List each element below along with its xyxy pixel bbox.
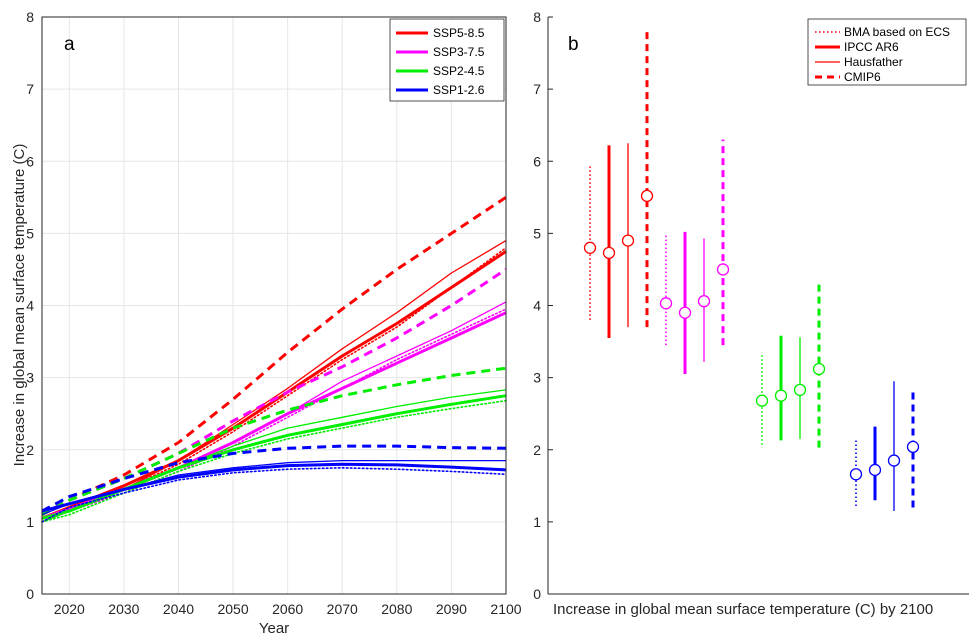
x-tick-label: 2100 bbox=[490, 601, 521, 617]
series-line-ssp1-2-6-cmip6 bbox=[41, 444, 507, 513]
panel-a-tick-labels: 2020 2030 2040 2050 2060 2070 2080 2090 2100 0 1 2 3… bbox=[26, 9, 522, 617]
series-line-ssp2-4-5-bma-based-on-ecs bbox=[41, 399, 507, 523]
legend-label: BMA based on ECS bbox=[844, 25, 950, 39]
legend-label: SSP1-2.6 bbox=[433, 83, 485, 97]
median-marker bbox=[640, 189, 654, 203]
median-marker bbox=[812, 362, 826, 376]
y-tick-label: 8 bbox=[533, 9, 541, 25]
x-tick-label: 2070 bbox=[327, 601, 358, 617]
panel-b-tick-labels: 0 1 2 3 4 5 6 7 8 bbox=[533, 9, 541, 602]
y-tick-label: 0 bbox=[26, 586, 34, 602]
series-line-ssp5-8-5-cmip6 bbox=[41, 196, 507, 517]
panel-a: 2020 2030 2040 2050 2060 2070 2080 2090 2100 0 1 2 3… bbox=[11, 9, 522, 635]
x-tick-label: 2050 bbox=[217, 601, 248, 617]
panel-a-y-axis-label: Increase in global mean surface temperat… bbox=[11, 144, 28, 467]
y-tick-label: 2 bbox=[533, 442, 541, 458]
panel-a-label: a bbox=[64, 34, 75, 55]
median-marker bbox=[868, 463, 882, 477]
y-tick-label: 3 bbox=[26, 370, 34, 386]
y-tick-label: 5 bbox=[26, 225, 34, 241]
series-line-ssp3-7-5-bma-based-on-ecs bbox=[41, 308, 507, 523]
panel-a-legend: SSP5-8.5 SSP3-7.5 SSP2-4.5 SSP1-2.6 bbox=[389, 18, 505, 102]
panel-b-legend-box bbox=[807, 18, 967, 86]
median-marker bbox=[697, 295, 711, 308]
median-marker bbox=[678, 306, 692, 319]
panel-a-x-axis-label: Year bbox=[259, 620, 289, 635]
x-tick-label: 2020 bbox=[54, 601, 85, 617]
panel-b: 0 1 2 3 4 5 6 7 8 b Increase in global mean surf… bbox=[533, 9, 969, 618]
median-marker bbox=[774, 389, 788, 402]
legend-label: SSP2-4.5 bbox=[433, 64, 485, 78]
legend-label: SSP5-8.5 bbox=[433, 26, 485, 40]
y-tick-label: 7 bbox=[26, 81, 34, 97]
median-marker bbox=[906, 440, 920, 454]
x-tick-label: 2040 bbox=[163, 601, 194, 617]
x-tick-label: 2080 bbox=[381, 601, 412, 617]
legend-label: SSP3-7.5 bbox=[433, 45, 485, 59]
panel-a-series bbox=[41, 196, 507, 523]
panel-b-error-bars bbox=[583, 29, 920, 512]
median-marker bbox=[621, 234, 635, 247]
median-marker bbox=[793, 383, 807, 397]
panel-b-x-axis-label: Increase in global mean surface temperat… bbox=[553, 601, 933, 618]
x-tick-label: 2060 bbox=[272, 601, 303, 617]
y-tick-label: 1 bbox=[26, 514, 34, 530]
legend-label: Hausfather bbox=[844, 55, 903, 69]
y-tick-label: 3 bbox=[533, 370, 541, 386]
y-tick-label: 0 bbox=[533, 586, 541, 602]
y-tick-label: 1 bbox=[533, 514, 541, 530]
y-tick-label: 5 bbox=[533, 225, 541, 241]
y-tick-label: 4 bbox=[26, 298, 34, 314]
x-tick-label: 2030 bbox=[108, 601, 139, 617]
median-marker bbox=[887, 454, 901, 467]
y-tick-label: 7 bbox=[533, 81, 541, 97]
panel-b-plot-area bbox=[548, 17, 968, 594]
panel-b-axes bbox=[547, 16, 969, 595]
series-line-ssp1-2-6-ipcc-ar6 bbox=[41, 462, 507, 513]
median-marker bbox=[849, 468, 863, 481]
legend-label: IPCC AR6 bbox=[844, 40, 899, 54]
y-tick-label: 6 bbox=[26, 153, 34, 169]
y-tick-label: 6 bbox=[533, 153, 541, 169]
y-tick-label: 4 bbox=[533, 298, 541, 314]
legend-label: CMIP6 bbox=[844, 70, 881, 84]
median-marker bbox=[755, 394, 769, 407]
panel-a-axes-box bbox=[41, 16, 507, 595]
series-line-ssp2-4-5-cmip6 bbox=[41, 366, 507, 517]
median-marker bbox=[602, 246, 616, 259]
median-marker bbox=[659, 297, 673, 310]
x-tick-label: 2090 bbox=[436, 601, 467, 617]
median-marker bbox=[583, 241, 597, 254]
panel-b-label: b bbox=[568, 34, 579, 55]
series-line-ssp1-2-6-bma-based-on-ecs bbox=[41, 466, 507, 523]
median-marker bbox=[716, 263, 730, 276]
series-line-ssp2-4-5-ipcc-ar6 bbox=[41, 394, 507, 520]
y-tick-label: 2 bbox=[26, 442, 34, 458]
y-tick-label: 8 bbox=[26, 9, 34, 25]
